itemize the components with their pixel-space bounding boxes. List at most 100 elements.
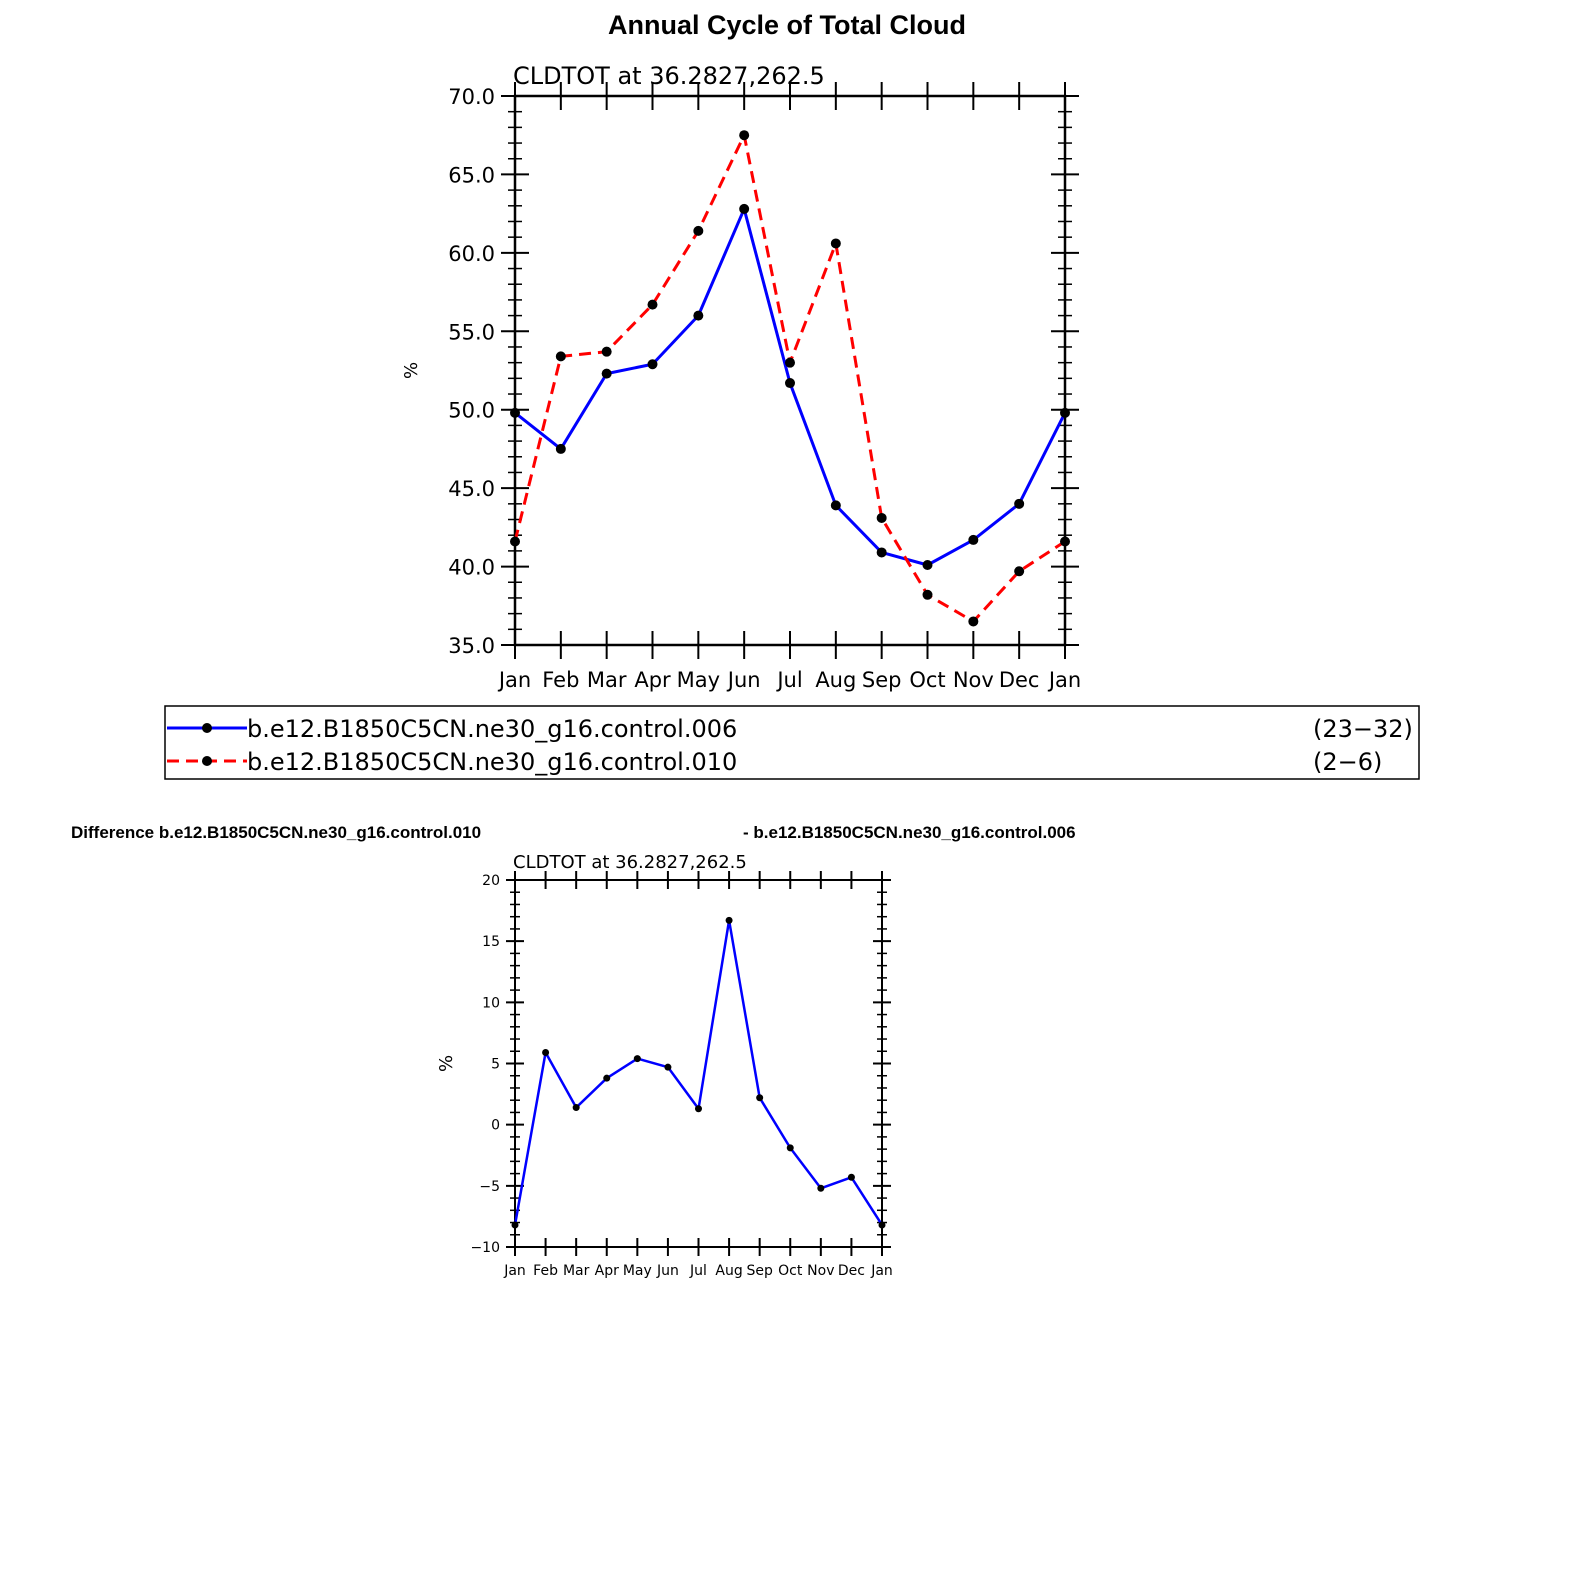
series-2-point [785,357,795,368]
series-1-point [876,547,887,558]
series-1-point [601,368,612,379]
series-1-point [725,916,733,924]
chart-subtitle: CLDTOT at 36.2827,262.5 [513,62,825,90]
chart-subtitle: CLDTOT at 36.2827,262.5 [513,852,747,873]
x-tick-label: Feb [542,668,579,692]
y-tick-label: 15 [482,934,500,950]
legend-frame [164,705,1420,780]
x-tick-label: Apr [595,1263,619,1279]
series-1-point [830,500,841,511]
series-1-point [968,534,979,545]
series-1-point [1014,498,1025,509]
series-2-point [968,616,979,627]
x-tick-label: Oct [909,668,945,692]
x-tick-label: Mar [563,1263,590,1279]
x-tick-label: Jun [726,668,761,692]
x-tick-label: Jan [1047,668,1081,692]
series-1-point [847,1173,855,1181]
series-1-point [510,407,520,418]
series-1-point [603,1074,611,1082]
series-1-point [555,443,566,454]
x-tick-label: Jul [689,1263,707,1279]
x-tick-label: Apr [634,668,671,692]
x-tick-label: Jan [497,668,531,692]
page-title: Annual Cycle of Total Cloud [608,10,966,40]
series-2-point [555,351,566,362]
x-tick-label: Nov [807,1263,834,1279]
series-2-point [647,299,658,310]
legend-marker-red [202,756,212,766]
y-tick-label: 45.0 [448,477,495,501]
y-tick-label: 10 [482,995,500,1011]
legend-entry-2: b.e12.B1850C5CN.ne30_g16.control.010 (2−… [167,748,1382,776]
legend-entry-1: b.e12.B1850C5CN.ne30_g16.control.006 (23… [167,715,1413,743]
series-1-point [817,1184,825,1192]
difference-chart: CLDTOT at 36.2827,262.5 −10 −5 0 5 10 15 20 Jan F… [436,852,893,1279]
difference-label-left: Difference b.e12.B1850C5CN.ne30_g16.cont… [71,823,481,842]
series-1-point [695,1105,702,1113]
x-tick-label: Jan [870,1263,893,1279]
series-1-point [785,378,795,389]
series-1-point [542,1048,550,1056]
x-tick-label: Dec [838,1263,865,1279]
x-tick-label: Jul [775,668,802,692]
y-tick-label: −10 [470,1240,500,1256]
y-tick-label: 40.0 [448,556,495,580]
x-tick-label: May [623,1263,652,1279]
legend-years-1: (23−32) [1313,715,1413,743]
x-tick-label: Sep [746,1263,773,1279]
series-1-point [647,359,658,370]
y-tick-label: 50.0 [448,399,495,423]
x-tick-label: May [677,668,720,692]
series-2-point [922,589,933,600]
series-1-point [633,1055,641,1063]
y-tick-label: 5 [491,1057,500,1073]
series-1-point [572,1104,580,1112]
difference-label-right: - b.e12.B1850C5CN.ne30_g16.control.006 [743,823,1076,842]
legend-label-2: b.e12.B1850C5CN.ne30_g16.control.010 [247,748,737,776]
y-tick-label: −5 [479,1179,500,1195]
series-1-point [786,1144,794,1152]
y-tick-label: 70.0 [448,85,495,109]
series-2-point [876,512,887,523]
series-2-point [693,225,704,236]
series-1-point [756,1094,764,1102]
legend-box: b.e12.B1850C5CN.ne30_g16.control.006 (23… [164,705,1420,780]
legend-years-2: (2−6) [1313,748,1382,776]
x-tick-label: Jun [656,1263,679,1279]
legend-label-1: b.e12.B1850C5CN.ne30_g16.control.006 [247,715,737,743]
series-1-point [878,1221,886,1229]
y-axis-label: % [436,1055,457,1072]
y-tick-label: 60.0 [448,242,495,266]
y-tick-label: 35.0 [448,634,495,658]
series-1-point [1060,407,1070,418]
x-tick-label: Aug [715,1263,742,1279]
series-1-point [511,1221,519,1229]
series-1-point [922,560,933,571]
x-tick-label: Nov [953,668,994,692]
x-tick-label: Mar [587,668,627,692]
y-tick-label: 0 [491,1118,500,1134]
y-tick-label: 20 [482,873,500,889]
x-tick-label: Jan [503,1263,526,1279]
annual-cycle-chart: CLDTOT at 36.2827,262.5 35.0 40.0 45.0 50.0 5… [401,62,1081,692]
y-axis-label: % [401,362,422,379]
series-2-point [739,130,750,141]
plot-frame [513,94,1067,647]
y-tick-label: 55.0 [448,320,495,344]
x-tick-label: Sep [862,668,902,692]
series-2-point [1014,566,1025,577]
x-tick-label: Feb [533,1263,558,1279]
series-1-point [739,203,750,214]
series-2-point [601,346,612,357]
series-2-point [1060,536,1070,547]
series-2-point [830,238,841,249]
legend-marker-blue [202,723,212,733]
series-line-1 [513,919,884,1226]
series-1-point [693,310,704,321]
series-2-point [510,536,520,547]
x-tick-label: Dec [999,668,1040,692]
x-tick-label: Aug [815,668,856,692]
y-tick-label: 65.0 [448,163,495,187]
